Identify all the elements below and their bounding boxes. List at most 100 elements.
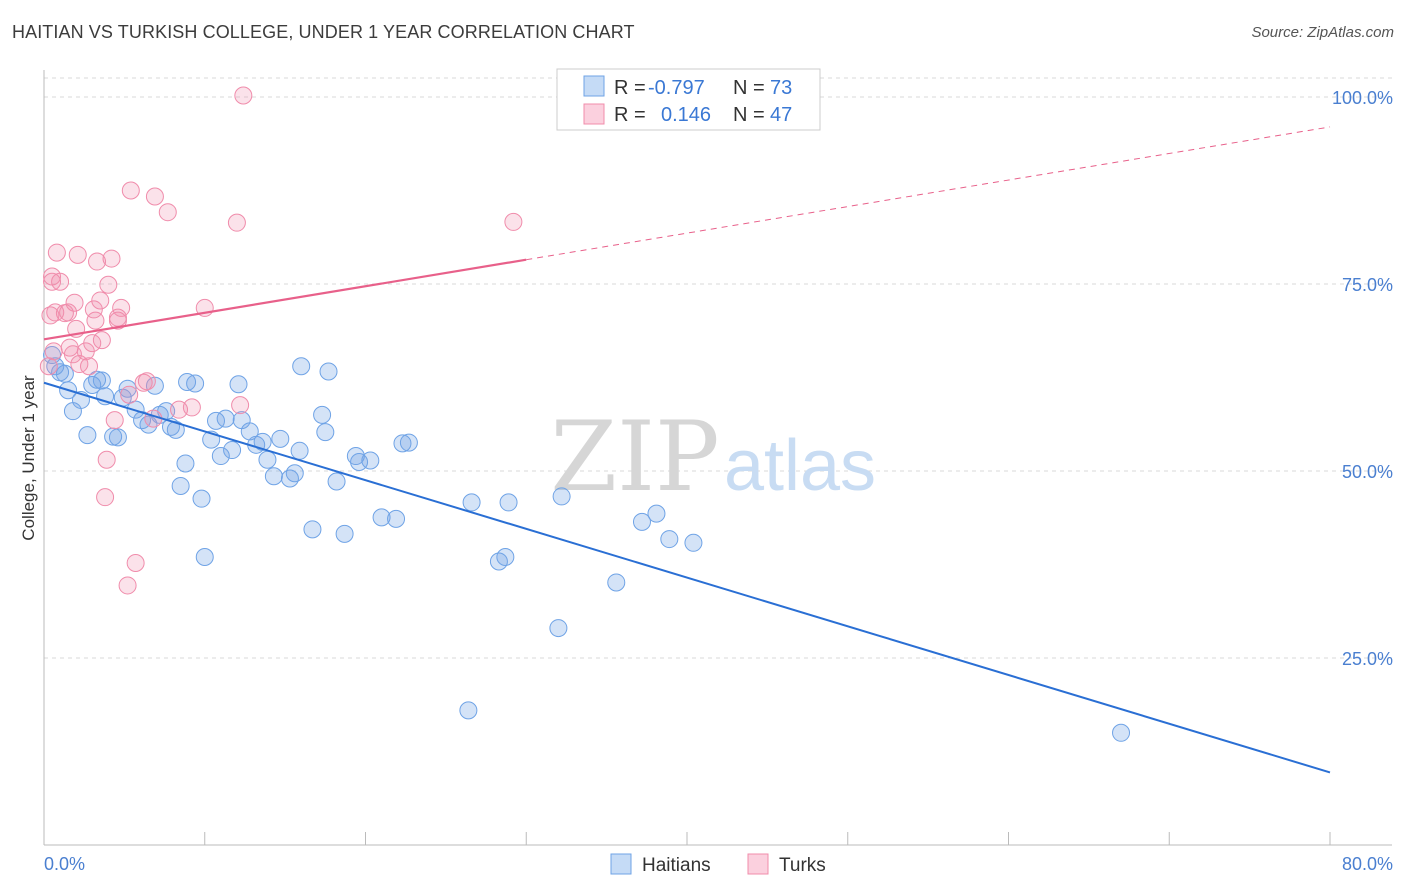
haitians-point bbox=[327, 472, 346, 491]
haitians-point bbox=[171, 476, 190, 495]
turks-point bbox=[504, 212, 523, 231]
turks-point bbox=[120, 385, 139, 404]
bottom-legend-label-turks: Turks bbox=[779, 855, 826, 876]
haitians-point bbox=[313, 405, 332, 424]
turks-point bbox=[118, 576, 137, 595]
turks-point bbox=[112, 298, 131, 317]
haitians-point bbox=[350, 453, 369, 472]
turks-point bbox=[47, 243, 66, 262]
legend-n-value-turks: 47 bbox=[770, 104, 792, 126]
haitians-point bbox=[118, 379, 137, 398]
haitians-point bbox=[192, 489, 211, 508]
haitians-point bbox=[83, 375, 102, 394]
turks-point bbox=[126, 554, 145, 573]
haitians-point bbox=[195, 548, 214, 567]
turks-point bbox=[231, 396, 250, 415]
grid-layer: 25.0% 50.0% 75.0% 100.0% bbox=[44, 77, 1393, 669]
legend-swatch-turks bbox=[583, 103, 605, 125]
legend-box: R = -0.797 N = 73 R = 0.146 N = 47 bbox=[556, 68, 821, 131]
turks-point bbox=[105, 411, 124, 430]
watermark-zip: ZIP bbox=[550, 401, 719, 513]
turks-point bbox=[41, 306, 60, 325]
haitians-point bbox=[489, 552, 508, 571]
turks-point bbox=[145, 187, 164, 206]
turks-point bbox=[46, 303, 65, 322]
turks-point bbox=[99, 275, 118, 294]
turks-points bbox=[39, 86, 523, 595]
haitians-point bbox=[552, 487, 571, 506]
y-tick-label: 50.0% bbox=[1342, 462, 1393, 482]
turks-point bbox=[84, 300, 103, 319]
haitians-point bbox=[176, 454, 195, 473]
turks-point bbox=[65, 293, 84, 312]
turks-point bbox=[158, 203, 177, 222]
haitians-point bbox=[496, 548, 515, 567]
haitians-point bbox=[258, 450, 277, 469]
chart-title: HAITIAN VS TURKISH COLLEGE, UNDER 1 YEAR… bbox=[12, 22, 635, 42]
haitians-point bbox=[393, 434, 412, 453]
haitians-point bbox=[660, 530, 679, 549]
legend-n-label-haitians: N = bbox=[733, 77, 765, 99]
turks-point bbox=[92, 331, 111, 350]
turks-point bbox=[137, 372, 156, 391]
haitians-point bbox=[264, 467, 283, 486]
legend-r-label-haitians: R = bbox=[614, 77, 646, 99]
bottom-legend-label-haitians: Haitians bbox=[642, 855, 711, 876]
legend-r-value-turks: 0.146 bbox=[661, 104, 711, 126]
haitians-point bbox=[186, 374, 205, 393]
haitians-point bbox=[319, 362, 338, 381]
turks-point bbox=[59, 303, 78, 322]
haitians-point bbox=[316, 423, 335, 442]
turks-point bbox=[80, 357, 99, 376]
bottom-legend: Haitians Turks bbox=[610, 853, 826, 876]
haitians-point bbox=[632, 512, 651, 531]
haitians-point bbox=[92, 371, 111, 390]
legend-n-value-haitians: 73 bbox=[770, 77, 792, 99]
turks-point bbox=[102, 249, 121, 268]
haitians-point bbox=[459, 701, 478, 720]
turks-point bbox=[234, 86, 253, 105]
haitians-point bbox=[108, 428, 127, 447]
haitians-point bbox=[1112, 723, 1131, 742]
turks-point bbox=[51, 272, 70, 291]
haitians-point bbox=[387, 509, 406, 528]
turks-trend-line bbox=[43, 258, 527, 341]
haitians-point bbox=[253, 432, 272, 451]
haitians-point bbox=[607, 573, 626, 592]
chart-source: Source: ZipAtlas.com bbox=[1251, 24, 1394, 41]
bottom-legend-swatch-turks bbox=[747, 853, 769, 875]
turks-point bbox=[96, 488, 115, 507]
turks-point bbox=[227, 213, 246, 232]
haitians-point bbox=[55, 364, 74, 383]
y-tick-label: 100.0% bbox=[1332, 88, 1393, 108]
haitians-points bbox=[43, 346, 1131, 742]
haitians-point bbox=[290, 441, 309, 460]
haitians-point bbox=[88, 370, 107, 389]
turks-point bbox=[97, 450, 116, 469]
haitians-point bbox=[271, 429, 290, 448]
turks-point bbox=[39, 357, 58, 376]
y-tick-label: 75.0% bbox=[1342, 275, 1393, 295]
watermark-atlas: atlas bbox=[724, 426, 876, 506]
turks-point bbox=[44, 342, 63, 361]
haitians-point bbox=[280, 469, 299, 488]
haitians-point bbox=[223, 441, 242, 460]
turks-point bbox=[86, 311, 105, 330]
haitians-trend-line bbox=[43, 381, 1331, 774]
legend-swatch-haitians bbox=[583, 75, 605, 97]
haitians-point bbox=[372, 508, 391, 527]
legend-n-label-turks: N = bbox=[733, 104, 765, 126]
legend-r-label-turks: R = bbox=[614, 104, 646, 126]
haitians-point bbox=[285, 464, 304, 483]
turks-point bbox=[88, 252, 107, 271]
haitians-point bbox=[346, 447, 365, 466]
haitians-point bbox=[549, 619, 568, 638]
turks-point bbox=[182, 398, 201, 417]
haitians-point bbox=[462, 493, 481, 512]
legend-r-value-haitians: -0.797 bbox=[648, 77, 705, 99]
haitians-point bbox=[229, 375, 248, 394]
haitians-point bbox=[335, 524, 354, 543]
y-axis-label: College, Under 1 year bbox=[19, 375, 38, 541]
haitians-point bbox=[166, 420, 185, 439]
